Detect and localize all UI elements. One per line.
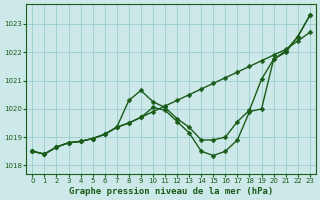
X-axis label: Graphe pression niveau de la mer (hPa): Graphe pression niveau de la mer (hPa) [69, 187, 273, 196]
